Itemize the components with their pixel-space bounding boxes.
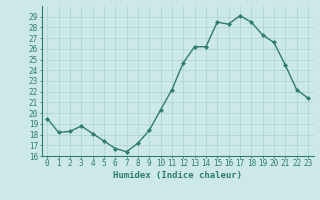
X-axis label: Humidex (Indice chaleur): Humidex (Indice chaleur) (113, 171, 242, 180)
